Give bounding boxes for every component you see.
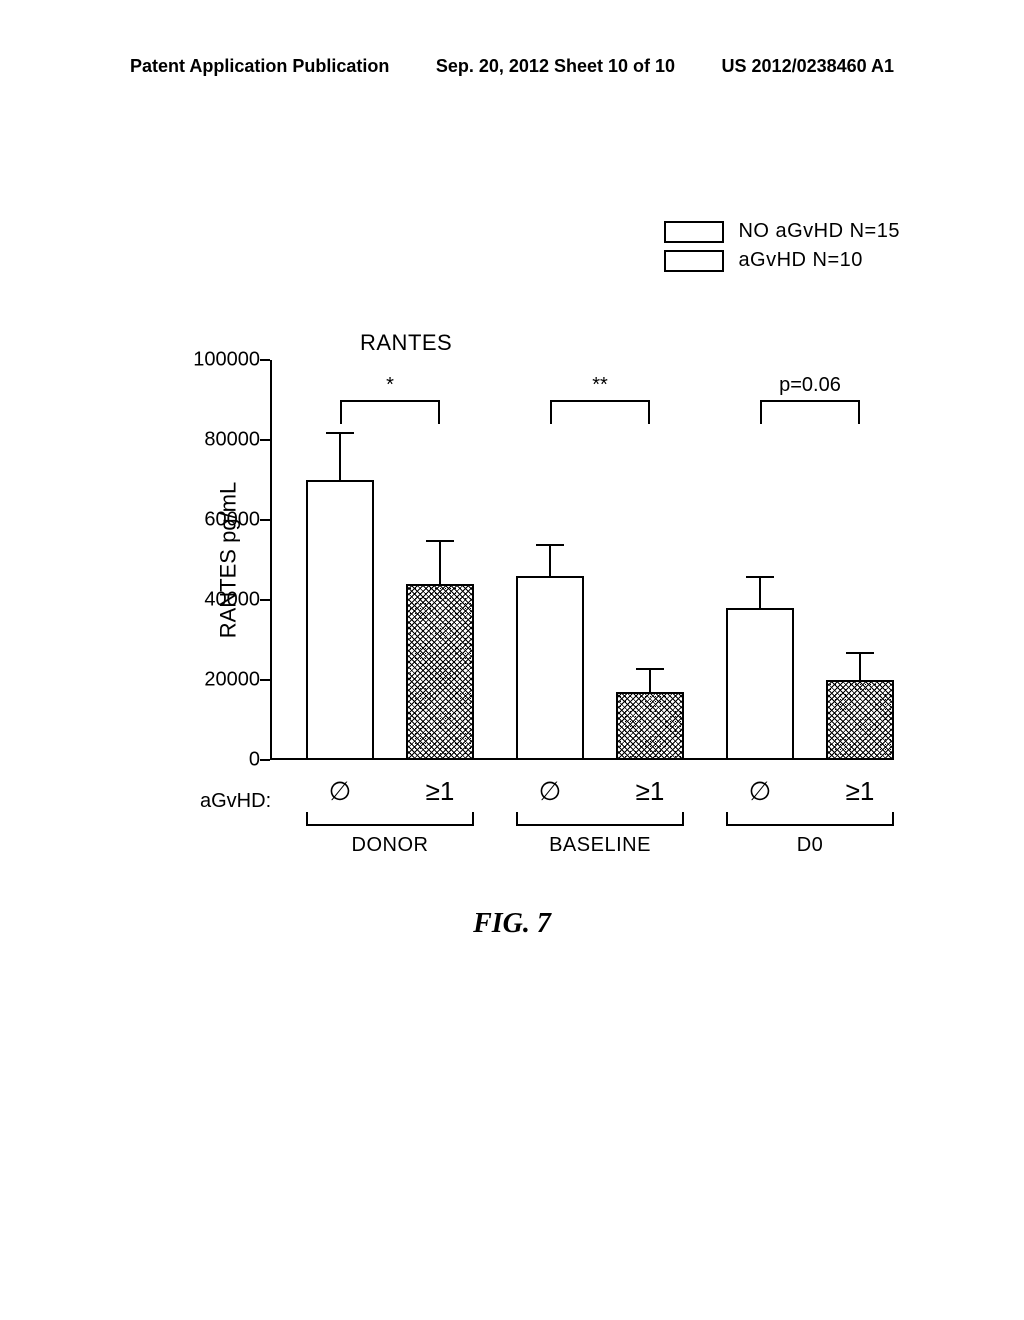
legend-swatch-hatched xyxy=(664,250,724,272)
category-label: ∅ xyxy=(329,776,352,807)
plot: RANTES pg/mL 020000400006000080000100000… xyxy=(270,360,880,760)
header-center: Sep. 20, 2012 Sheet 10 of 10 xyxy=(436,56,675,77)
legend-label: aGvHD N=10 xyxy=(738,249,863,272)
chart-title: RANTES xyxy=(360,330,452,356)
legend-swatch-open xyxy=(664,221,724,243)
y-tick xyxy=(260,599,270,601)
group-label: D0 xyxy=(797,834,824,857)
group-bracket xyxy=(516,812,684,826)
bar xyxy=(516,576,584,760)
error-cap xyxy=(746,576,774,578)
significance-label: * xyxy=(386,374,394,397)
group-label: DONOR xyxy=(352,834,429,857)
y-axis-title: RANTES pg/mL xyxy=(215,482,241,639)
chart-area: NO aGvHD N=15 aGvHD N=10 RANTES RANTES p… xyxy=(110,220,910,920)
category-label: ∅ xyxy=(539,776,562,807)
y-tick xyxy=(260,759,270,761)
error-cap xyxy=(846,652,874,654)
bar xyxy=(306,480,374,760)
error-cap xyxy=(326,432,354,434)
legend-item: NO aGvHD N=15 xyxy=(664,220,900,243)
category-label: ≥1 xyxy=(636,776,665,807)
y-tick xyxy=(260,439,270,441)
legend: NO aGvHD N=15 aGvHD N=10 xyxy=(664,220,900,278)
group-bracket xyxy=(726,812,894,826)
y-tick-label: 40000 xyxy=(204,589,260,612)
error-cap xyxy=(536,544,564,546)
significance-bracket xyxy=(340,400,440,424)
error-bar xyxy=(759,576,761,608)
page-header: Patent Application Publication Sep. 20, … xyxy=(0,56,1024,77)
bar xyxy=(826,680,894,760)
y-tick-label: 0 xyxy=(249,749,260,772)
y-tick xyxy=(260,519,270,521)
significance-label: p=0.06 xyxy=(779,374,841,397)
bar xyxy=(726,608,794,760)
category-label: ∅ xyxy=(749,776,772,807)
error-bar xyxy=(549,544,551,576)
error-cap xyxy=(426,540,454,542)
legend-label: NO aGvHD N=15 xyxy=(738,220,900,243)
group-label: BASELINE xyxy=(549,834,651,857)
figure-caption-text: FIG. 7 xyxy=(473,908,551,939)
bar xyxy=(616,692,684,760)
error-bar xyxy=(439,540,441,584)
category-label: ≥1 xyxy=(846,776,875,807)
row-label-agvhd: aGvHD: xyxy=(200,790,271,813)
error-bar xyxy=(339,432,341,480)
significance-bracket xyxy=(550,400,650,424)
y-tick-label: 100000 xyxy=(193,349,260,372)
category-label: ≥1 xyxy=(426,776,455,807)
y-axis xyxy=(270,360,272,760)
group-bracket xyxy=(306,812,474,826)
figure-caption: FIG. 7 xyxy=(473,908,551,940)
y-tick-label: 60000 xyxy=(204,509,260,532)
y-tick xyxy=(260,359,270,361)
error-bar xyxy=(649,668,651,692)
error-cap xyxy=(636,668,664,670)
y-tick-label: 20000 xyxy=(204,669,260,692)
significance-label: ** xyxy=(592,374,608,397)
header-right: US 2012/0238460 A1 xyxy=(722,56,894,77)
significance-bracket xyxy=(760,400,860,424)
error-bar xyxy=(859,652,861,680)
header-left: Patent Application Publication xyxy=(130,56,389,77)
y-tick-label: 80000 xyxy=(204,429,260,452)
legend-item: aGvHD N=10 xyxy=(664,249,900,272)
y-tick xyxy=(260,679,270,681)
bar xyxy=(406,584,474,760)
